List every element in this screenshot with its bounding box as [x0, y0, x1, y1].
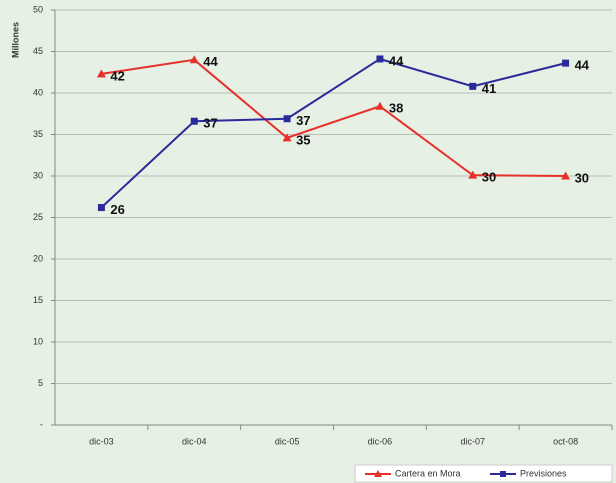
marker [189, 55, 199, 64]
marker [96, 69, 106, 78]
y-tick-label: 45 [33, 46, 43, 56]
marker [97, 204, 105, 212]
x-tick-label: dic-03 [89, 436, 114, 446]
x-tick-label: dic-04 [182, 436, 207, 446]
marker [561, 171, 571, 180]
x-tick-label: oct-08 [553, 436, 578, 446]
data-label: 41 [482, 81, 496, 96]
marker [469, 82, 477, 90]
y-tick-label: 5 [38, 378, 43, 388]
marker [468, 170, 478, 179]
marker [282, 133, 292, 142]
data-label: 26 [110, 202, 124, 217]
data-label: 42 [110, 68, 124, 83]
y-tick-label: 15 [33, 295, 43, 305]
y-tick-label: - [40, 419, 43, 429]
data-label: 38 [389, 101, 403, 116]
x-tick-label: dic-07 [460, 436, 485, 446]
data-label: 37 [296, 113, 310, 128]
data-label: 37 [203, 116, 217, 131]
data-label: 44 [389, 53, 404, 68]
legend-marker [374, 470, 382, 477]
y-tick-label: 25 [33, 212, 43, 222]
x-tick-label: dic-05 [275, 436, 300, 446]
y-tick-label: 50 [33, 4, 43, 14]
y-tick-label: 35 [33, 129, 43, 139]
marker [375, 101, 385, 110]
marker [562, 59, 570, 67]
y-tick-label: 40 [33, 87, 43, 97]
x-tick-label: dic-06 [368, 436, 393, 446]
legend-label: Cartera en Mora [395, 468, 461, 478]
legend-box [354, 464, 613, 483]
legend-marker [500, 471, 506, 477]
data-label: 30 [575, 170, 589, 185]
marker [283, 115, 291, 123]
data-label: 44 [203, 54, 218, 69]
series-line [100, 57, 566, 209]
marker [190, 117, 198, 125]
marker [376, 55, 384, 63]
data-label: 35 [296, 132, 310, 147]
series-line [101, 58, 566, 177]
y-tick-label: 10 [33, 336, 43, 346]
legend-label: Previsiones [520, 468, 567, 478]
data-label: 30 [482, 170, 496, 185]
y-axis-label: Millones [10, 22, 20, 58]
y-tick-label: 30 [33, 170, 43, 180]
data-label: 44 [575, 58, 590, 73]
y-tick-label: 20 [33, 253, 43, 263]
